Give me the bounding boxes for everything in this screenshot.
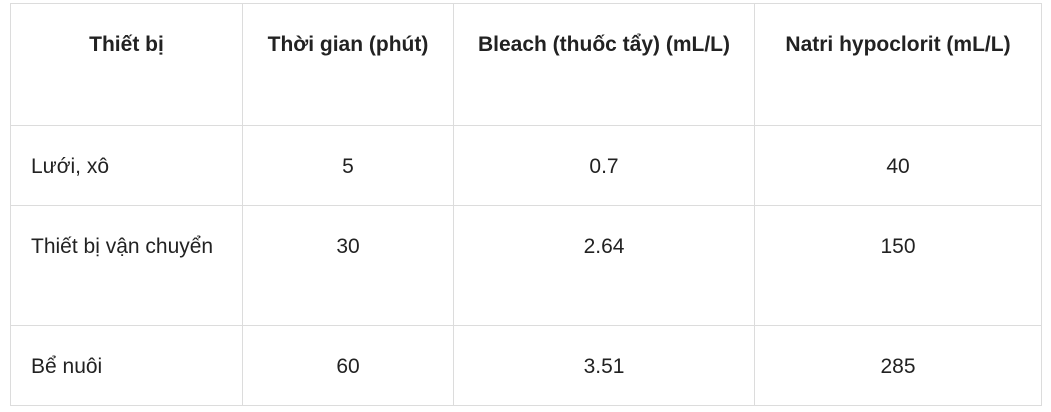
table-cell: 150 <box>754 205 1042 326</box>
table-cell: Lưới, xô <box>10 125 243 206</box>
table-row: Thiết bị vận chuyển 30 2.64 150 <box>10 205 1042 326</box>
table-cell: 3.51 <box>453 325 755 406</box>
table-cell: Bể nuôi <box>10 325 243 406</box>
table-cell: 40 <box>754 125 1042 206</box>
table-row: Lưới, xô 5 0.7 40 <box>10 125 1042 206</box>
table-cell: 285 <box>754 325 1042 406</box>
data-table: Thiết bị Thời gian (phút) Bleach (thuốc tẩ… <box>10 3 1042 406</box>
table-cell: 60 <box>242 325 454 406</box>
table-row: Bể nuôi 60 3.51 285 <box>10 325 1042 406</box>
table-cell: 0.7 <box>453 125 755 206</box>
table-cell: Thiết bị vận chuyển <box>10 205 243 326</box>
table-cell: 5 <box>242 125 454 206</box>
table-cell: 30 <box>242 205 454 326</box>
header-row: Thiết bị Thời gian (phút) Bleach (thuốc tẩ… <box>10 3 1042 126</box>
header-cell: Natri hypoclorit (mL/L) <box>754 3 1042 126</box>
table-body: Lưới, xô 5 0.7 40 Thiết bị vận chuyển 30 2.64 1… <box>10 125 1042 406</box>
header-cell: Bleach (thuốc tẩy) (mL/L) <box>453 3 755 126</box>
table-cell: 2.64 <box>453 205 755 326</box>
header-cell: Thời gian (phút) <box>242 3 454 126</box>
header-cell: Thiết bị <box>10 3 243 126</box>
